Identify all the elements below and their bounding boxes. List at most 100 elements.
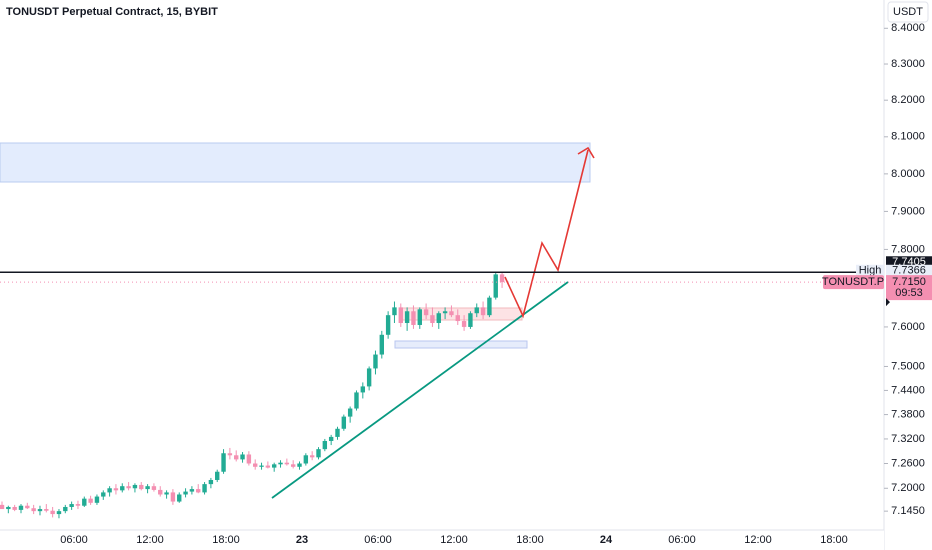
candle-body bbox=[449, 311, 454, 316]
candle-body bbox=[82, 498, 87, 506]
time-axis bbox=[0, 530, 884, 550]
x-tick-label: 23 bbox=[296, 534, 308, 546]
y-tick-label: 8.4000 bbox=[891, 22, 925, 34]
candle-body bbox=[12, 506, 17, 510]
candle-body bbox=[94, 496, 100, 503]
candle-body bbox=[253, 463, 258, 467]
candle-body bbox=[63, 506, 68, 512]
candle-body bbox=[56, 511, 62, 515]
candle-body bbox=[151, 486, 157, 490]
candle-body bbox=[385, 315, 391, 335]
candle-body bbox=[392, 307, 397, 316]
countdown: 09:53 bbox=[895, 287, 923, 299]
candle-body bbox=[360, 386, 366, 393]
candle-body bbox=[113, 488, 119, 491]
candle-body bbox=[196, 489, 201, 493]
projection-path bbox=[504, 149, 589, 319]
candle-body bbox=[411, 311, 416, 325]
candle-body bbox=[37, 509, 43, 512]
candle-body bbox=[208, 479, 214, 485]
y-tick-label: 8.2000 bbox=[891, 94, 925, 106]
candle-body bbox=[246, 454, 252, 464]
x-tick-label: 24 bbox=[600, 534, 613, 546]
x-tick-label: 18:00 bbox=[820, 534, 848, 546]
candle-body bbox=[322, 440, 328, 450]
candle-body bbox=[139, 484, 144, 490]
candle-body bbox=[107, 488, 112, 493]
candle-body bbox=[31, 508, 36, 512]
candle-body bbox=[259, 465, 264, 467]
candle-body bbox=[316, 449, 321, 458]
candle-body bbox=[164, 492, 169, 495]
y-tick-label: 7.5000 bbox=[891, 360, 925, 372]
y-tick-label: 7.2600 bbox=[891, 457, 925, 469]
candle-body bbox=[379, 334, 384, 355]
x-tick-label: 06:00 bbox=[364, 534, 392, 546]
candle-body bbox=[480, 307, 486, 316]
x-tick-label: 06:00 bbox=[60, 534, 88, 546]
y-tick-label: 8.3000 bbox=[891, 58, 925, 70]
candle-body bbox=[189, 489, 195, 492]
candle-body bbox=[132, 484, 138, 489]
candle-body bbox=[423, 309, 429, 316]
symbol-tag-box bbox=[823, 275, 884, 290]
y-tick-label: 7.9000 bbox=[891, 205, 925, 217]
y-tick-label: 8.1000 bbox=[891, 131, 925, 143]
candle-body bbox=[468, 313, 473, 327]
unit-box[interactable] bbox=[887, 1, 929, 23]
x-tick-label: 12:00 bbox=[440, 534, 468, 546]
axis-pointer bbox=[886, 298, 890, 307]
candle-body bbox=[145, 486, 150, 490]
candle-body bbox=[303, 455, 309, 464]
candle-body bbox=[354, 392, 359, 409]
candle-body bbox=[436, 313, 441, 324]
candle-body bbox=[25, 505, 30, 509]
high-tag-box bbox=[856, 264, 884, 277]
high-tag: High bbox=[859, 265, 882, 277]
candle-body bbox=[50, 510, 55, 515]
candle-body bbox=[474, 307, 479, 314]
candle-body bbox=[309, 455, 315, 458]
projection-arrowhead bbox=[577, 146, 595, 159]
candle-body bbox=[347, 408, 353, 417]
candle-body bbox=[373, 354, 378, 369]
candle-body bbox=[88, 498, 93, 503]
x-tick-label: 18:00 bbox=[212, 534, 240, 546]
supply-zone bbox=[0, 142, 591, 183]
candle-body bbox=[341, 416, 347, 429]
symbol-tag: TONUSDT.P bbox=[822, 276, 884, 288]
candle-body bbox=[75, 504, 81, 506]
high-price-box bbox=[886, 264, 932, 277]
candle-body bbox=[18, 505, 24, 510]
candle-body bbox=[499, 274, 505, 283]
candle-body bbox=[487, 297, 492, 316]
candle-body bbox=[69, 504, 74, 507]
candle-body bbox=[328, 436, 334, 441]
candle-body bbox=[6, 506, 11, 510]
candle-body bbox=[221, 453, 226, 472]
candle-body bbox=[202, 484, 207, 493]
candle-body bbox=[240, 454, 245, 460]
trend-line bbox=[271, 281, 569, 499]
candle-body bbox=[442, 311, 448, 314]
candle-body bbox=[183, 491, 188, 495]
candle-body bbox=[284, 462, 290, 465]
candle-body bbox=[44, 509, 49, 511]
candle-body bbox=[234, 455, 239, 460]
y-tick-label: 7.3200 bbox=[891, 433, 925, 445]
y-tick-label: 7.1450 bbox=[891, 505, 925, 517]
y-tick-label: 7.6000 bbox=[891, 321, 925, 333]
y-tick-label: 8.0000 bbox=[891, 168, 925, 180]
x-tick-label: 06:00 bbox=[668, 534, 696, 546]
candle-body bbox=[493, 274, 498, 298]
candle-body bbox=[455, 315, 460, 322]
support-box bbox=[394, 340, 528, 349]
y-tick-label: 7.8000 bbox=[891, 243, 925, 255]
y-tick-label: 7.3800 bbox=[891, 408, 925, 420]
last-price: 7.7150 bbox=[892, 276, 926, 288]
y-tick-label: 7.2000 bbox=[891, 482, 925, 494]
chart-title: TONUSDT Perpetual Contract, 15, BYBIT bbox=[6, 6, 218, 18]
candle-body bbox=[430, 315, 435, 324]
x-tick-label: 12:00 bbox=[744, 534, 772, 546]
